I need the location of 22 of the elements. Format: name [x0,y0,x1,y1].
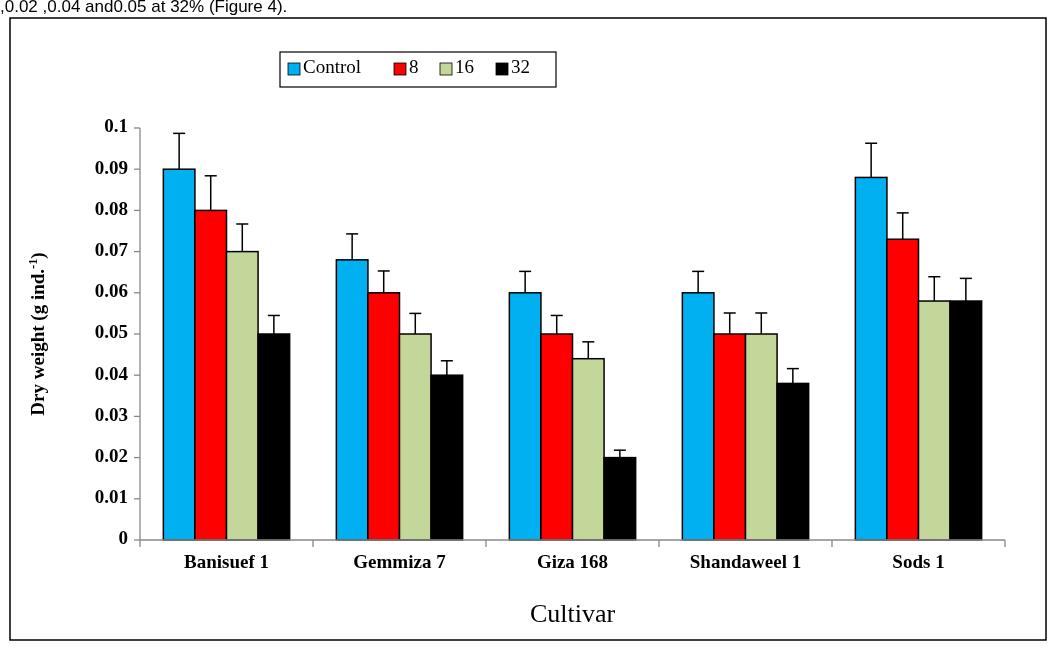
text: ,0.02 ,0.04 and0.05 at 32% (Figure 4). [0,0,288,17]
y-tick-label: 0.09 [94,156,128,178]
x-tick-label: Sods 1 [892,551,945,572]
y-tick-label: 0.1 [104,115,128,137]
y-tick-label: 0.07 [94,238,129,260]
x-tick-label: Banisuef 1 [184,551,269,572]
x-tick-label: Giza 168 [536,551,609,572]
legend-label: 32 [511,56,530,78]
x-tick-label: Shandaweel 1 [689,551,802,572]
y-tick-label: 0.08 [94,197,128,219]
legend-label: Control [303,56,362,78]
x-axis-title: Cultivar [529,599,616,628]
y-tick-label: 0.05 [94,321,128,343]
y-tick-label: 0.03 [94,403,128,425]
y-tick-label: 0 [118,527,128,549]
legend-label: 8 [409,56,419,78]
x-tick-label: Gemmiza 7 [353,551,447,572]
y-tick-label: 0.04 [94,362,129,384]
y-tick-label: 0.02 [94,444,128,466]
y-tick-label: 0.06 [94,280,128,302]
y-tick-label: 0.01 [94,486,128,508]
legend-label: 16 [455,56,474,78]
